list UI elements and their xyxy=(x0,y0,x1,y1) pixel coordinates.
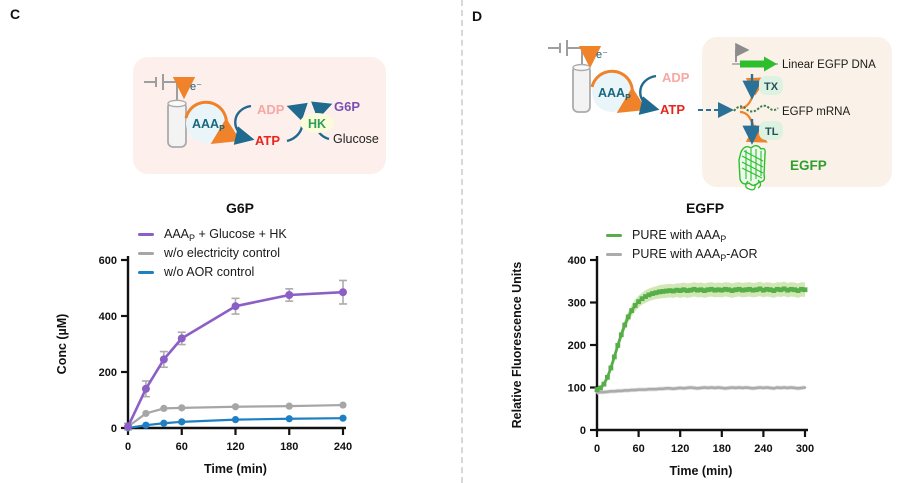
legend-item: PURE with AAAP xyxy=(606,228,758,244)
reaction-box xyxy=(133,57,386,174)
panel-d-schematic: e⁻ AAAP ADP ATP Linear EGFP DNA TX EGFP … xyxy=(548,37,892,191)
tx-label: TX xyxy=(764,81,779,93)
electrode-cylinder xyxy=(572,65,591,113)
battery-icon xyxy=(548,40,583,66)
egfp-mrna-label: EGFP mRNA xyxy=(782,106,850,118)
legend-label: w/o electricity control xyxy=(164,246,281,260)
svg-text:400: 400 xyxy=(99,311,117,323)
aaap-enzyme-label: AAAP xyxy=(192,117,225,133)
svg-text:0: 0 xyxy=(111,423,117,435)
egfp-chart: 0 60 120 180 240 300 0 100 200 300 400 Time (min) Re… xyxy=(510,255,814,478)
panel-d-label: D xyxy=(472,8,483,24)
egfp-protein-icon xyxy=(738,145,766,191)
hk-badge xyxy=(300,113,334,133)
atp-label: ATP xyxy=(660,102,685,117)
tl-badge xyxy=(759,121,783,140)
legend-item: w/o electricity control xyxy=(138,246,287,260)
dna-promoter-icon xyxy=(735,42,750,62)
legend-swatch xyxy=(138,270,154,274)
svg-text:400: 400 xyxy=(568,255,586,267)
svg-text:Time (min): Time (min) xyxy=(670,464,733,478)
electrode-cylinder xyxy=(167,101,187,148)
svg-text:0: 0 xyxy=(580,425,586,437)
svg-text:200: 200 xyxy=(99,367,117,379)
g6p-chart: 0 60 120 180 240 0 200 400 600 Time (min) Conc (µM… xyxy=(55,255,352,476)
electrode-cylinder-top xyxy=(167,99,187,108)
panel-c-label: C xyxy=(10,6,21,22)
svg-text:120: 120 xyxy=(671,443,689,455)
g6p-label: G6P xyxy=(334,99,360,114)
svg-text:Relative Fluorescence Units: Relative Fluorescence Units xyxy=(510,262,524,429)
enzyme-rotation-arrow-icon xyxy=(590,69,647,114)
legend-swatch xyxy=(138,232,154,236)
svg-text:300: 300 xyxy=(568,298,586,310)
svg-text:Conc (µM): Conc (µM) xyxy=(55,314,69,375)
svg-text:100: 100 xyxy=(568,383,586,395)
svg-text:300: 300 xyxy=(796,443,814,455)
electrode-cylinder-top xyxy=(572,63,591,72)
legend-swatch xyxy=(606,252,622,256)
legend-item: AAAP + Glucose + HK xyxy=(138,227,287,243)
mrna-icon xyxy=(733,104,779,113)
svg-text:Time (min): Time (min) xyxy=(204,462,267,476)
tx-badge xyxy=(759,76,783,95)
adp-atp-cycle-arrow xyxy=(233,104,255,145)
legend-label: PURE with AAAP xyxy=(632,228,727,244)
aaap-enzyme-label: AAAP xyxy=(598,86,631,102)
adp-atp-cycle-arrow xyxy=(638,74,660,115)
glucose-label: Glucose xyxy=(333,132,379,146)
svg-text:60: 60 xyxy=(176,441,188,453)
legend-item: w/o AOR control xyxy=(138,265,287,279)
panel-divider xyxy=(461,0,463,483)
legend-label: PURE with AAAP-AOR xyxy=(632,247,758,263)
legend-item: PURE with AAAP-AOR xyxy=(606,247,758,263)
g6p-legend: AAAP + Glucose + HK w/o electricity cont… xyxy=(138,227,287,279)
panel-c-schematic: e⁻ AAAP HK ADP ATP G6P Glucose xyxy=(133,57,386,174)
battery-icon xyxy=(144,74,178,102)
svg-text:240: 240 xyxy=(334,441,352,453)
legend-swatch xyxy=(138,251,154,255)
atp-label: ATP xyxy=(255,133,280,148)
linear-egfp-dna-label: Linear EGFP DNA xyxy=(782,59,876,71)
egfp-chart-title: EGFP xyxy=(685,200,725,216)
svg-text:180: 180 xyxy=(280,441,298,453)
legend-label: AAAP + Glucose + HK xyxy=(164,227,287,243)
egfp-label: EGFP xyxy=(790,158,827,173)
hk-label: HK xyxy=(308,117,326,131)
egfp-legend: PURE with AAAP PURE with AAAP-AOR xyxy=(606,228,758,263)
svg-text:180: 180 xyxy=(713,443,731,455)
svg-text:240: 240 xyxy=(754,443,772,455)
enzyme-rotation-arrow-icon xyxy=(184,100,241,145)
electron-label: e⁻ xyxy=(596,49,608,61)
g6p-chart-title: G6P xyxy=(225,200,254,216)
adp-label: ADP xyxy=(662,70,690,85)
dna-gene-arrow-icon xyxy=(740,56,777,72)
tl-label: TL xyxy=(765,126,779,138)
svg-text:0: 0 xyxy=(125,441,131,453)
adp-label: ADP xyxy=(257,102,285,117)
svg-text:600: 600 xyxy=(99,255,117,267)
electron-label: e⁻ xyxy=(190,81,202,93)
svg-text:0: 0 xyxy=(594,443,600,455)
svg-text:120: 120 xyxy=(226,441,244,453)
legend-swatch xyxy=(606,233,622,237)
svg-text:200: 200 xyxy=(568,340,586,352)
legend-label: w/o AOR control xyxy=(164,265,255,279)
svg-text:60: 60 xyxy=(632,443,644,455)
